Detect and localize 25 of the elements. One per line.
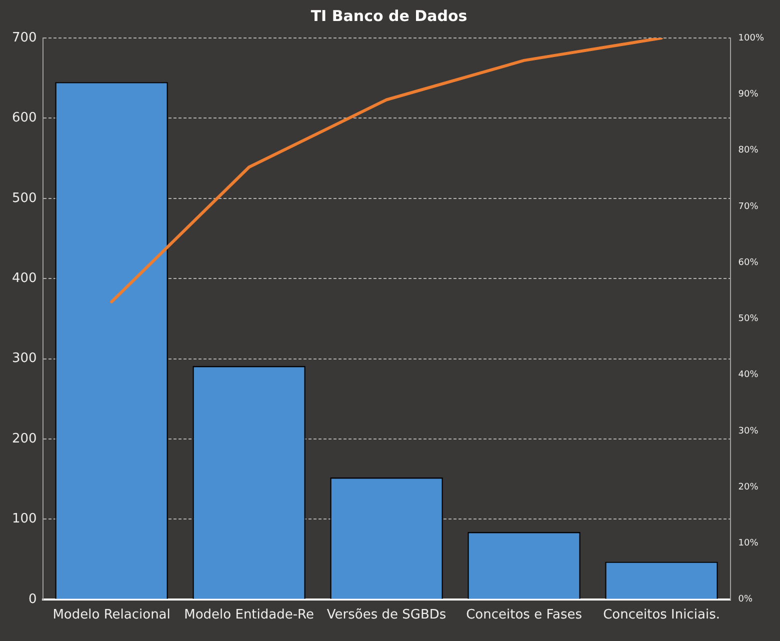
y2-tick-label: 30% xyxy=(738,426,759,436)
y-tick-label: 500 xyxy=(12,190,37,206)
y-tick-label: 400 xyxy=(12,270,37,286)
y2-tick-label: 40% xyxy=(738,370,759,380)
y2-tick-label: 90% xyxy=(738,89,759,100)
y2-tick-label: 70% xyxy=(738,202,759,212)
y-tick-label: 200 xyxy=(12,431,37,446)
y2-tick-label: 60% xyxy=(738,258,759,268)
y-tick-label: 300 xyxy=(12,351,37,366)
y-tick-label: 0 xyxy=(28,592,37,607)
y-tick-label: 100 xyxy=(12,512,37,527)
x-tick-label: Versões de SGBDs xyxy=(326,608,446,623)
y-tick-label: 600 xyxy=(12,110,37,126)
x-tick-label: Conceitos Iniciais. xyxy=(603,608,720,623)
y2-tick-label: 80% xyxy=(738,146,759,156)
chart-title: TI Banco de Dados xyxy=(310,6,468,25)
x-tick-label: Modelo Entidade-Re xyxy=(184,608,314,623)
y2-tick-label: 10% xyxy=(738,538,759,549)
y2-tick-label: 50% xyxy=(738,314,759,324)
y2-tick-label: 0% xyxy=(738,594,753,605)
x-tick-label: Conceitos e Fases xyxy=(466,608,582,623)
x-tick-label: Modelo Relacional xyxy=(52,608,170,623)
y2-tick-label: 100% xyxy=(738,33,764,44)
y-tick-label: 700 xyxy=(12,30,37,46)
y2-tick-label: 20% xyxy=(738,482,759,492)
